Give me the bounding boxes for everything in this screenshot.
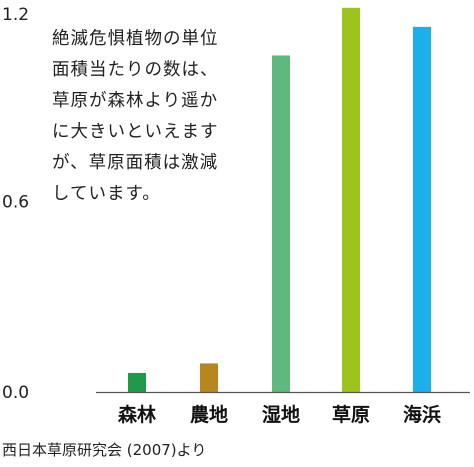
source-note: 西日本草原研究会 (2007)より (2, 441, 207, 459)
x-tick-label: 草原 (332, 403, 370, 426)
bar (272, 55, 290, 392)
bar (342, 7, 360, 392)
bar (413, 26, 431, 392)
y-tick-label: 1.2 (2, 5, 29, 25)
annotation-line: が、草原面積は激減 (52, 153, 219, 173)
bar (200, 363, 218, 392)
annotation-line: に大きいといえます (52, 122, 219, 142)
x-axis-ticks: 森林 農地 湿地 草原 海浜 (118, 403, 441, 426)
y-axis-ticks: 0.0 0.6 1.2 (2, 5, 29, 403)
x-tick-label: 森林 (118, 403, 156, 426)
x-tick-label: 湿地 (262, 403, 300, 426)
bar (128, 372, 146, 392)
bars (128, 7, 431, 392)
y-tick-label: 0.0 (2, 383, 29, 403)
y-tick-label: 0.6 (2, 193, 29, 213)
x-tick-label: 農地 (190, 403, 228, 426)
annotation-line: 絶滅危惧植物の単位 (52, 29, 219, 49)
annotation-line: 面積当たりの数は、 (52, 60, 219, 80)
annotation-line: しています。 (52, 184, 161, 204)
annotation-text: 絶滅危惧植物の単位 面積当たりの数は、 草原が森林より遥か に大きいといえます … (52, 24, 252, 210)
x-tick-label: 海浜 (403, 403, 441, 426)
annotation-line: 草原が森林より遥か (52, 91, 219, 111)
